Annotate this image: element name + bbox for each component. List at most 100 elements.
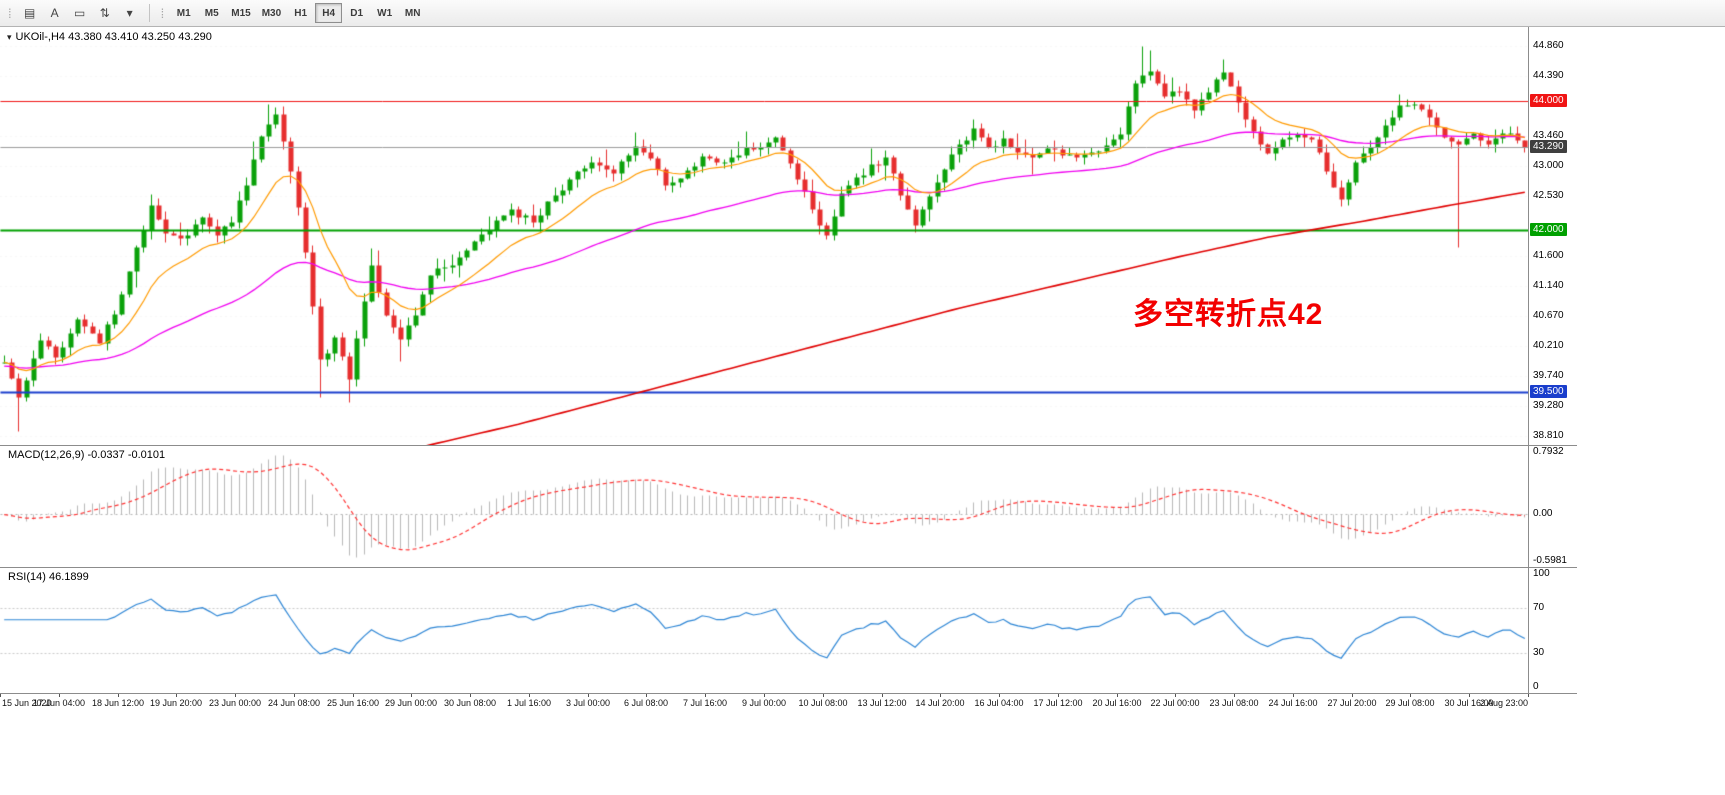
time-label: 19 Jun 20:00 — [149, 698, 203, 708]
time-label: 3 Jul 00:00 — [565, 698, 611, 708]
price-tick: 40.670 — [1533, 310, 1564, 321]
macd-panel-splitter[interactable] — [0, 445, 1577, 446]
timeframe-button-d1[interactable]: D1 — [350, 7, 364, 19]
time-tick — [764, 694, 765, 697]
rsi-tick: 100 — [1533, 568, 1550, 579]
price-tick: 40.210 — [1533, 340, 1564, 351]
time-label: 20 Jul 16:00 — [1092, 698, 1142, 708]
chart-marker-icon: ▾ — [7, 32, 12, 42]
price-tick: 41.140 — [1533, 280, 1564, 291]
time-tick — [1234, 694, 1235, 697]
timeframe-button-h1[interactable]: H1 — [294, 7, 308, 19]
time-label: 13 Jul 12:00 — [857, 698, 907, 708]
rsi-canvas[interactable] — [0, 568, 1528, 693]
timeframe-button-m15[interactable]: M15 — [231, 7, 251, 19]
time-label: 23 Jul 08:00 — [1209, 698, 1259, 708]
price-tick: 39.280 — [1533, 400, 1564, 411]
time-tick — [353, 694, 354, 697]
time-tick — [1175, 694, 1176, 697]
chart-annotation-text: 多空转折点42 — [1133, 298, 1324, 331]
toolbar-tools: ▤ A ▭ ⇅ ▾ — [18, 3, 142, 24]
price-axis[interactable]: 44.860 44.390 43.460 43.000 42.530 41.600 41.1… — [1529, 0, 1589, 711]
price-tick: 41.600 — [1533, 250, 1564, 261]
time-label: 7 Jul 16:00 — [682, 698, 728, 708]
time-label: 29 Jun 00:00 — [384, 698, 438, 708]
time-tick — [1528, 694, 1529, 697]
dropdown-caret-icon[interactable]: ▾ — [126, 6, 133, 20]
time-tick — [882, 694, 883, 697]
time-label: 29 Jul 08:00 — [1385, 698, 1435, 708]
time-label: 6 Jul 08:00 — [623, 698, 669, 708]
rsi-label: RSI(14) 46.1899 — [8, 571, 89, 583]
time-label: 24 Jul 16:00 — [1268, 698, 1318, 708]
time-tick — [823, 694, 824, 697]
time-label: 30 Jul 16:00 — [1444, 698, 1494, 708]
time-tick — [1058, 694, 1059, 697]
macd-canvas[interactable] — [0, 446, 1528, 567]
time-tick — [1469, 694, 1470, 697]
time-tick — [59, 694, 60, 697]
toolbar: ⁞ ▤ A ▭ ⇅ ▾ ⁞ M1 M5 M15 M30 H1 H4 D1 W1 MN — [0, 0, 1725, 27]
time-label: 15 Jun 2020 — [2, 698, 52, 708]
time-tick — [529, 694, 530, 697]
time-label: 30 Jun 08:00 — [443, 698, 497, 708]
macd-tick: -0.5981 — [1533, 555, 1567, 566]
timeframe-button-mn[interactable]: MN — [404, 7, 421, 19]
time-label: 18 Jun 12:00 — [91, 698, 145, 708]
macd-tick: 0.00 — [1533, 508, 1553, 519]
rsi-panel-splitter[interactable] — [0, 567, 1577, 568]
price-tick: 44.860 — [1533, 40, 1564, 51]
time-tick — [1117, 694, 1118, 697]
time-label: 1 Jul 16:00 — [506, 698, 552, 708]
rsi-tick: 70 — [1533, 602, 1545, 613]
time-label: 25 Jun 16:00 — [326, 698, 380, 708]
price-tick: 42.530 — [1533, 190, 1564, 201]
toolbar-separator — [148, 4, 150, 22]
price-chart-canvas[interactable] — [0, 27, 1528, 445]
time-tick — [470, 694, 471, 697]
rectangle-tool-icon[interactable]: ▭ — [73, 6, 86, 20]
time-label: 17 Jul 12:00 — [1033, 698, 1083, 708]
macd-tick: 0.7932 — [1533, 446, 1564, 457]
time-tick — [1293, 694, 1294, 697]
time-tick — [588, 694, 589, 697]
rsi-tick: 0 — [1533, 681, 1539, 692]
price-tick: 39.740 — [1533, 370, 1564, 381]
time-tick — [646, 694, 647, 697]
toolbar-drag-handle[interactable]: ⁞ — [8, 5, 12, 21]
timeframe-button-w1[interactable]: W1 — [377, 7, 393, 19]
timeframe-button-m30[interactable]: M30 — [261, 7, 282, 19]
time-label: 2 Aug 23:00 — [1479, 698, 1528, 708]
time-tick — [999, 694, 1000, 697]
time-label: 22 Jul 00:00 — [1150, 698, 1200, 708]
price-axis-border — [1528, 27, 1529, 693]
timeframe-button-m1[interactable]: M1 — [176, 7, 191, 19]
timeframe-button-h4[interactable]: H4 — [315, 3, 343, 23]
time-tick — [235, 694, 236, 697]
time-label: 27 Jul 20:00 — [1327, 698, 1377, 708]
price-tick: 38.810 — [1533, 430, 1564, 441]
time-tick — [411, 694, 412, 697]
time-label: 16 Jul 04:00 — [974, 698, 1024, 708]
timeframe-buttons: M1 M5 M15 M30 H1 H4 D1 W1 MN — [170, 3, 426, 23]
time-label: 23 Jun 00:00 — [208, 698, 262, 708]
scale-tool-icon[interactable]: ⇅ — [99, 6, 110, 20]
time-axis[interactable]: 15 Jun 2020 17 Jun 04:00 18 Jun 12:00 19 Ju… — [0, 693, 1577, 711]
time-tick — [940, 694, 941, 697]
timeframe-button-m5[interactable]: M5 — [204, 7, 219, 19]
time-label: 9 Jul 00:00 — [741, 698, 787, 708]
price-tick: 44.390 — [1533, 70, 1564, 81]
time-tick — [1352, 694, 1353, 697]
time-tick — [705, 694, 706, 697]
price-tick: 43.000 — [1533, 160, 1564, 171]
price-level-badge: 39.500 — [1530, 385, 1567, 398]
timeframe-toolbar-drag-handle[interactable]: ⁞ — [160, 5, 165, 21]
time-label: 14 Jul 20:00 — [915, 698, 965, 708]
time-tick — [176, 694, 177, 697]
price-level-badge: 44.000 — [1530, 94, 1567, 107]
text-tool-icon[interactable]: A — [50, 6, 59, 20]
time-tick — [1410, 694, 1411, 697]
price-level-badge: 42.000 — [1530, 223, 1567, 236]
chart-window-icon[interactable]: ▤ — [23, 6, 36, 20]
